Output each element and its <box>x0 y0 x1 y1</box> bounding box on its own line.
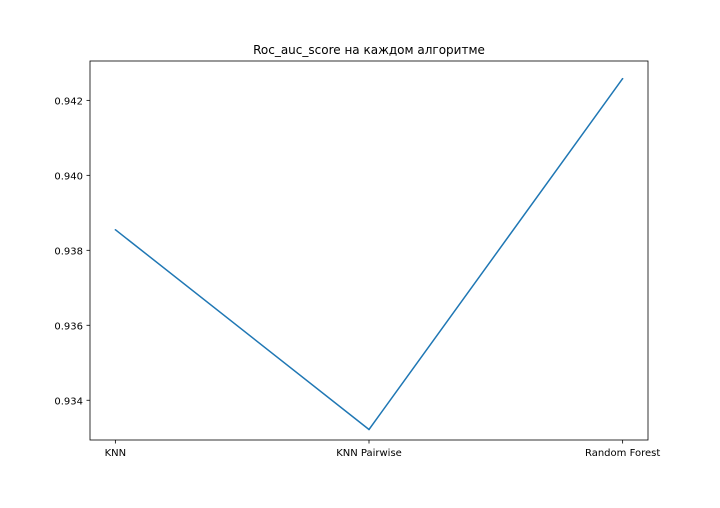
y-tick-label: 0.934 <box>54 396 83 407</box>
y-tick-label: 0.938 <box>54 246 83 257</box>
plot-frame <box>89 60 649 441</box>
data-point <box>368 428 370 431</box>
x-tick-label: Random Forest <box>585 448 660 459</box>
y-tick-label: 0.940 <box>54 171 83 182</box>
data-point <box>621 77 624 80</box>
data-point <box>114 228 117 231</box>
y-tick-label: 0.942 <box>54 96 83 107</box>
x-tick-label: KNN Pairwise <box>336 448 402 459</box>
x-tick-label: KNN <box>105 448 127 459</box>
y-tick-label: 0.936 <box>54 321 83 332</box>
chart-title: Roc_auc_score на каждом алгоритме <box>253 43 485 57</box>
